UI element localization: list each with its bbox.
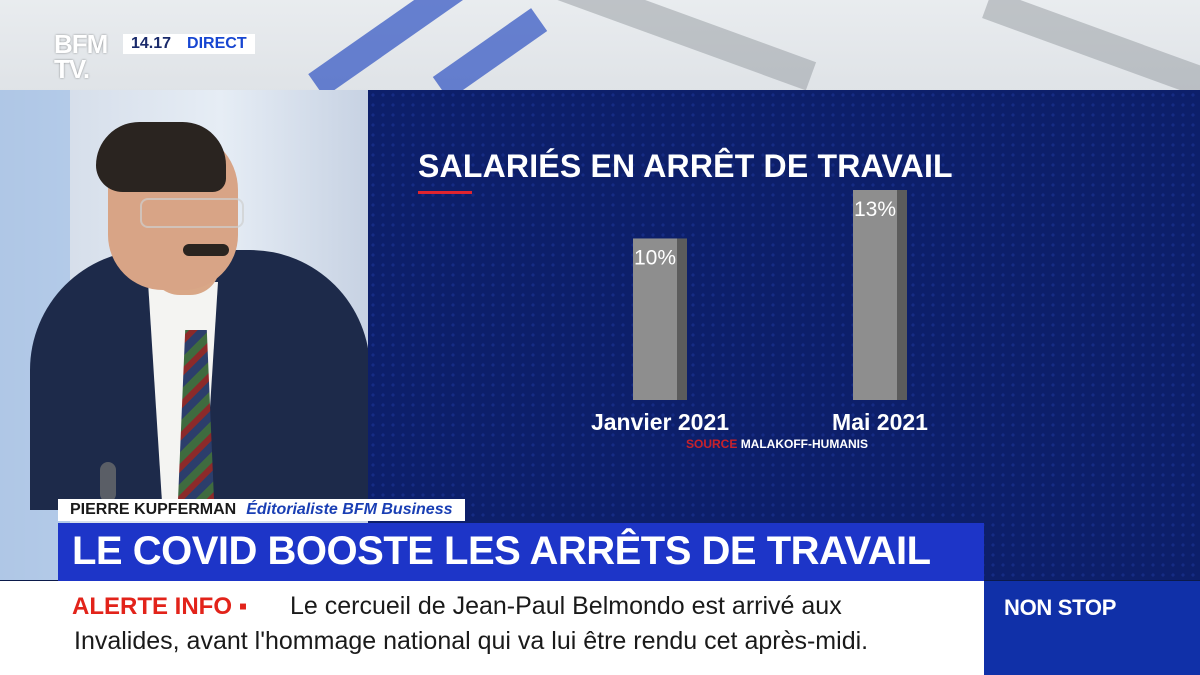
bar-shadow-1 [897,190,907,400]
backdrop-beam [432,8,548,92]
chart-title: SALARIÉS EN ARRÊT DE TRAVAIL [418,148,953,184]
title-accent-line [418,191,472,194]
clock-bar: 14.17 DIRECT [123,34,255,54]
presenter-glasses [140,198,244,228]
headline-text: LE COVID BOOSTE LES ARRÊTS DE TRAVAIL [72,529,931,573]
category-label-1: Mai 2021 [832,409,928,435]
chart-source: SOURCE MALAKOFF-HUMANIS [686,437,868,451]
nonstop-badge: NON STOP [984,581,1200,675]
chart-panel [368,90,1200,580]
channel-logo: BFM TV. [54,29,116,86]
alert-label: ALERTE INFO ▪ [72,593,248,620]
headline-banner: LE COVID BOOSTE LES ARRÊTS DE TRAVAIL [58,523,984,581]
presenter-hair [96,122,226,192]
source-label: SOURCE [686,437,738,451]
backdrop-beam [982,0,1200,92]
nonstop-label: NON STOP [1004,595,1117,620]
category-label-0: Janvier 2021 [591,409,729,435]
ticker-line-1: Le cercueil de Jean-Paul Belmondo est ar… [290,592,842,620]
bar-1 [853,190,897,400]
ticker-line-2: Invalides, avant l'hommage national qui … [74,627,869,655]
news-ticker: ALERTE INFO ▪ Le cercueil de Jean-Paul B… [0,581,984,675]
guest-namebar: PIERRE KUPFERMAN Éditorialiste BFM Busin… [58,499,465,521]
bar-0 [633,238,677,400]
microphone [100,462,116,502]
guest-role: Éditorialiste BFM Business [246,501,453,518]
data-label-1: 13% [854,198,896,221]
live-label: DIRECT [179,35,255,53]
bar-chart: 10% Janvier 2021 13% Mai 2021 [591,190,928,435]
backdrop-beam [523,0,817,91]
guest-name: PIERRE KUPFERMAN [70,501,237,518]
clock-time: 14.17 [131,35,172,52]
bar-shadow-0 [677,238,687,400]
presenter-moustache [183,244,229,256]
logo-line2: TV. [54,54,90,84]
source-value: MALAKOFF-HUMANIS [740,437,868,451]
logo-line1: BFM [54,29,108,59]
data-label-0: 10% [634,246,676,269]
